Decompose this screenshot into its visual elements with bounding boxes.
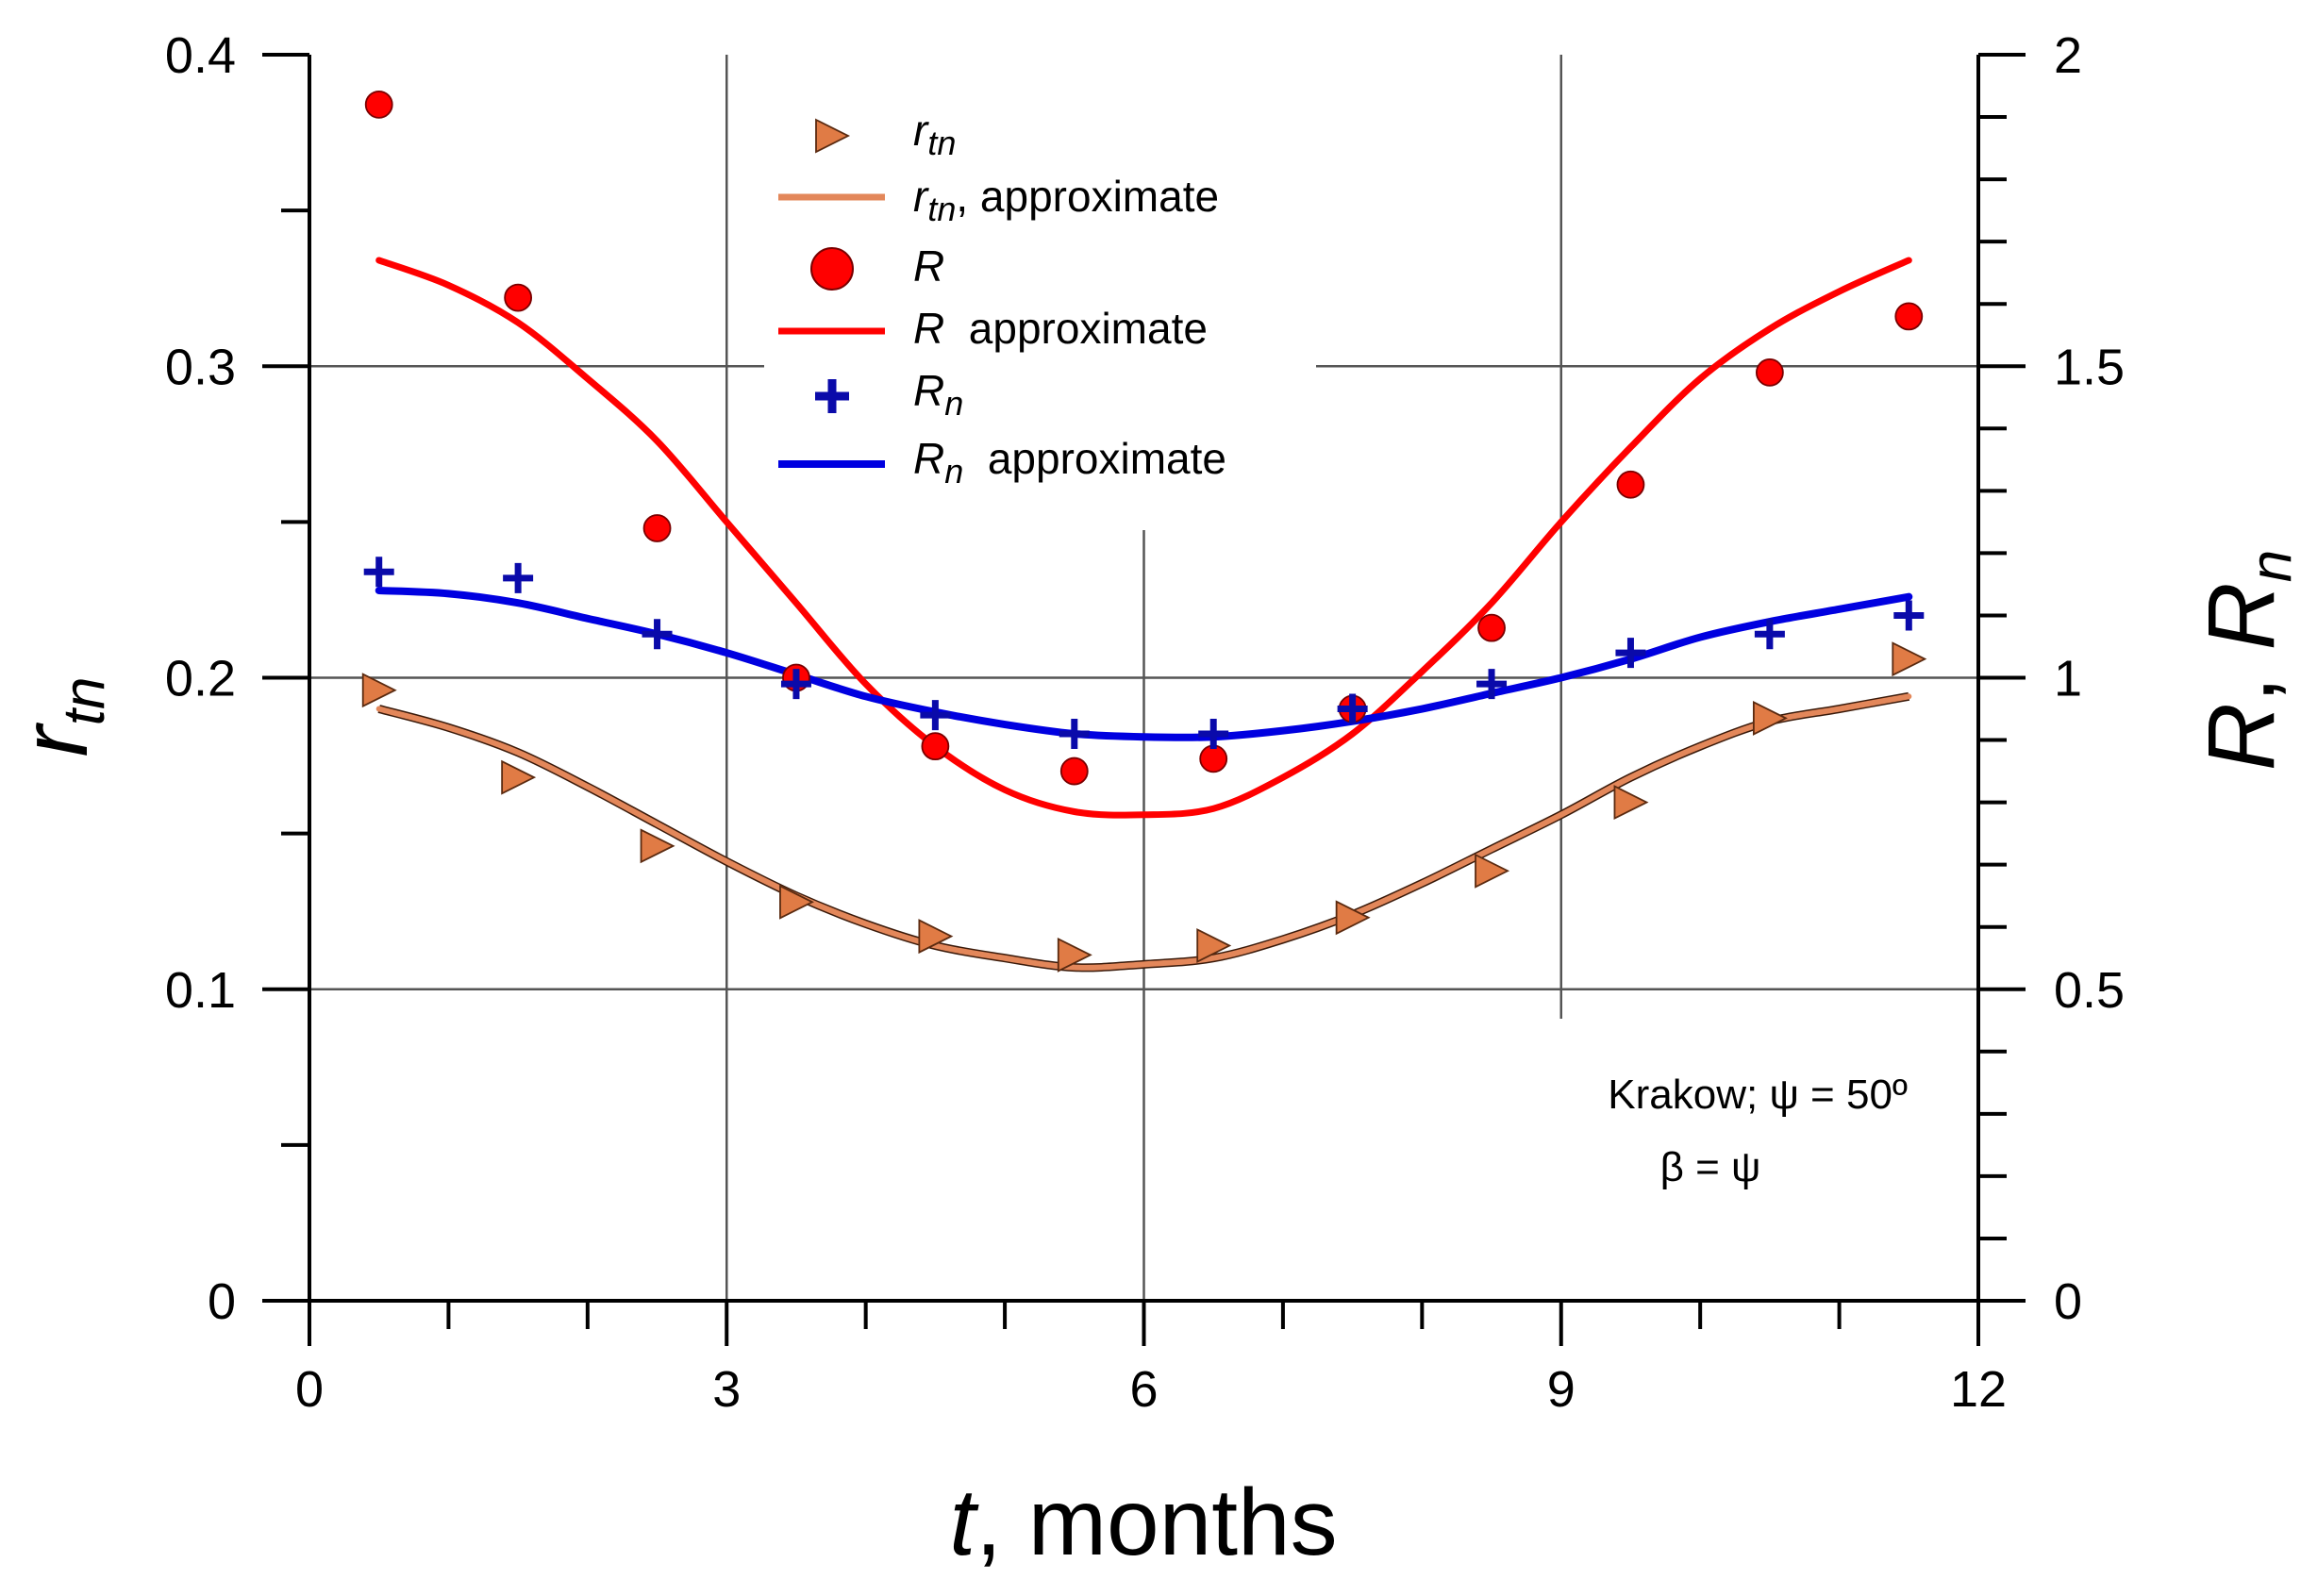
legend-marker-R: [810, 247, 854, 291]
point-rtn: [1475, 853, 1510, 889]
point-R: [1755, 357, 1784, 387]
y-right-tick-label: 0: [2054, 1273, 2082, 1330]
point-Rn: [642, 619, 673, 650]
series-layer: [361, 90, 1927, 973]
y-right-tick-label: 1: [2054, 651, 2082, 707]
point-rtn: [1335, 900, 1371, 936]
x-tick-label: 12: [1950, 1361, 2007, 1418]
point-R: [642, 514, 672, 542]
x-tick-label: 3: [712, 1361, 741, 1418]
point-R: [1477, 613, 1506, 642]
point-Rn: [1893, 600, 1925, 631]
y-left-tick-label: 0.2: [165, 651, 236, 707]
point-Rn: [1059, 718, 1090, 749]
point-R: [1059, 756, 1089, 786]
legend-markers: [778, 118, 885, 468]
series-line-Rn-approx: [375, 587, 1913, 741]
point-Rn: [363, 557, 394, 588]
point-Rn: [1615, 638, 1646, 669]
y-right-tick-label: 2: [2054, 27, 2082, 84]
point-Rn: [503, 562, 534, 593]
y-right-tick-label: 0.5: [2054, 962, 2125, 1019]
legend-label-rtn: rtn: [913, 106, 956, 162]
point-rtn: [1752, 700, 1788, 736]
x-tick-label: 9: [1547, 1361, 1576, 1418]
point-rtn: [1196, 928, 1232, 963]
x-tick-label: 0: [295, 1361, 324, 1418]
point-R: [504, 283, 533, 312]
series-line-R-approx: [375, 257, 1912, 819]
y-left-tick-label: 0: [208, 1273, 236, 1330]
point-rtn: [1057, 937, 1092, 973]
point-rtn: [918, 919, 954, 955]
legend-label-R-approx: R approximate: [913, 304, 1208, 353]
point-rtn: [1613, 785, 1649, 821]
point-Rn: [920, 700, 951, 731]
point-Rn: [780, 669, 811, 700]
point-R: [1616, 470, 1645, 499]
point-Rn: [1754, 619, 1785, 650]
point-R: [1894, 302, 1924, 331]
point-rtn: [501, 759, 537, 795]
point-Rn: [1198, 718, 1229, 749]
y-left-tick-label: 0.1: [165, 962, 236, 1019]
legend: rtn rtn, approximate R R approximate Rn …: [778, 106, 1226, 490]
y-left-axis-title: rtn: [2, 676, 117, 756]
y-right-axis-title: R, Rn: [2189, 550, 2301, 772]
point-Rn: [1337, 693, 1368, 724]
y-right-tick-label: 1.5: [2054, 339, 2125, 395]
x-tick-label: 6: [1129, 1361, 1158, 1418]
legend-marker-Rn: [815, 379, 849, 413]
y-left-tick-label: 0.4: [165, 27, 236, 84]
x-axis-title: t, months: [949, 1470, 1337, 1575]
point-R: [364, 90, 393, 119]
point-rtn: [779, 884, 814, 920]
point-rtn: [640, 828, 675, 864]
point-Rn: [1476, 669, 1508, 700]
legend-label-R: R: [913, 241, 944, 291]
point-rtn: [1892, 641, 1927, 677]
legend-label-Rn-approx: Rn approximate: [913, 434, 1226, 490]
legend-marker-rtn: [815, 118, 851, 154]
grid-lines: [309, 55, 1978, 1301]
point-rtn: [361, 673, 397, 708]
legend-label-Rn: Rn: [913, 366, 963, 423]
axes: 0 3 6 9 12 0 0.1 0.2 0.3 0.4 0 0.5 1 1.5 2: [165, 27, 2125, 1418]
legend-label-rtn-approx: rtn, approximate: [913, 172, 1219, 228]
annotation-beta: β = ψ: [1660, 1144, 1761, 1190]
y-left-tick-label: 0.3: [165, 339, 236, 395]
annotation-location: Krakow; ψ = 50º: [1608, 1072, 1908, 1118]
point-R: [921, 732, 950, 761]
point-R: [1199, 744, 1228, 773]
series-line-rtn-approx: [375, 693, 1912, 971]
